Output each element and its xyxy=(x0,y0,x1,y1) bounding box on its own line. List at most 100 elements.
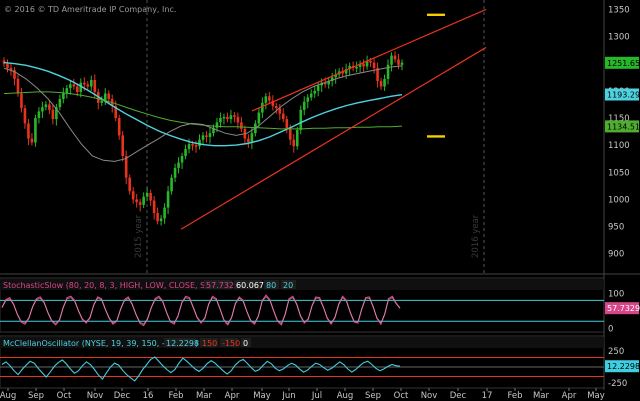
time-tick-label: Sep xyxy=(365,391,381,401)
candle-body xyxy=(313,90,317,94)
time-tick-label: Jun xyxy=(281,391,295,401)
candle-body xyxy=(348,65,351,70)
candle-body xyxy=(37,111,41,118)
candle-body xyxy=(72,84,76,87)
mcclellan-legend-value: 0 xyxy=(243,339,248,348)
candle-body xyxy=(222,116,226,119)
candle-body xyxy=(323,82,327,85)
price-tick-label: 1050 xyxy=(608,168,630,178)
copyright-text: © 2016 © TD Ameritrade IP Company, Inc. xyxy=(4,5,176,14)
price-panel xyxy=(0,0,604,273)
candle-body xyxy=(327,81,330,85)
stochastic-legend-value: 57.7329 xyxy=(206,281,239,290)
candle-body xyxy=(23,108,27,124)
time-tick-label: May xyxy=(587,391,605,401)
candle-body xyxy=(16,78,20,94)
candle-body xyxy=(240,122,243,129)
candle-body xyxy=(131,191,135,200)
candle-body xyxy=(166,191,170,208)
candle-body xyxy=(194,145,198,147)
candle-body xyxy=(369,61,372,63)
time-tick-label: Oct xyxy=(57,391,72,401)
candle-body xyxy=(344,69,348,74)
candle-body xyxy=(215,122,219,128)
candle-body xyxy=(124,156,128,178)
candle-body xyxy=(397,59,400,65)
candle-body xyxy=(355,66,358,69)
stochastic-tick-label: 0 xyxy=(608,324,613,334)
candle-body xyxy=(261,102,264,113)
price-tick-label: 900 xyxy=(608,250,624,260)
candle-body xyxy=(89,80,93,87)
candle-body xyxy=(117,118,121,136)
price-tick-label: 1100 xyxy=(608,141,630,151)
stochastic-k-line xyxy=(1,294,401,327)
candle-body xyxy=(205,135,208,137)
candle-body xyxy=(201,135,205,140)
candle-body xyxy=(107,93,111,99)
candle-body xyxy=(156,213,159,222)
candle-body xyxy=(170,177,173,192)
time-tick-label: Dec xyxy=(450,391,467,401)
candle-body xyxy=(302,101,306,110)
candle-body xyxy=(212,127,215,134)
candle-body xyxy=(86,84,90,87)
candle-body xyxy=(187,144,191,149)
candle-body xyxy=(268,96,271,101)
candle-body xyxy=(58,99,62,108)
price-tick-label: 1000 xyxy=(608,195,630,205)
candle-body xyxy=(6,63,9,69)
time-tick-label: Oct xyxy=(394,391,409,401)
stochastic-lines: 100 0 57.7329 xyxy=(0,289,640,334)
candle-body xyxy=(330,77,334,82)
price-tick-label: 1300 xyxy=(608,33,630,43)
candle-body xyxy=(152,200,156,213)
price-badge xyxy=(605,120,639,133)
candle-body xyxy=(159,218,163,222)
candle-body xyxy=(295,129,299,147)
candle-body xyxy=(100,100,104,103)
moving-average-line xyxy=(3,91,403,130)
candle-body xyxy=(55,107,58,120)
mcclellan-legend-value: 12.2298 xyxy=(166,339,199,348)
stochastic-legend-cell xyxy=(234,280,262,289)
time-tick-label: Jul xyxy=(311,391,322,401)
price-labels: 1251.65 1193.29 1134.51 xyxy=(605,56,640,133)
mcclellan-legend-value: -150 xyxy=(222,339,240,348)
candle-body xyxy=(149,192,152,201)
mcclellan-legend-cell xyxy=(241,338,251,347)
moving-averages xyxy=(3,61,403,162)
time-tick-label: Mar xyxy=(196,391,213,401)
candle-body xyxy=(13,70,16,79)
candle-body xyxy=(191,144,194,146)
candle-body xyxy=(20,93,23,109)
moving-average-line xyxy=(3,61,403,147)
mcclellan-header-bg xyxy=(0,337,604,348)
candle-body xyxy=(34,118,37,143)
candle-body xyxy=(138,202,142,205)
time-axis: Aug Sep Oct Nov Dec 16 Feb Mar Apr May Jun Jul Aug Se… xyxy=(0,388,605,401)
stochastic-header-bg xyxy=(0,279,604,290)
candle-body xyxy=(233,115,236,117)
time-tick-label: Mar xyxy=(533,391,550,401)
candle-body xyxy=(44,104,48,108)
time-tick-label: Aug xyxy=(337,391,354,401)
candle-body xyxy=(62,93,65,99)
candle-body xyxy=(184,148,187,156)
candle-body xyxy=(299,109,303,130)
candle-body xyxy=(264,96,268,103)
price-badge-value: 1134.51 xyxy=(607,122,640,131)
mcclellan-legend-cell xyxy=(164,338,196,347)
time-tick-label: Nov xyxy=(87,391,104,401)
price-tick-label: 1350 xyxy=(608,5,630,15)
stochastic-header: StochasticSlow (80, 20, 8, 3, HIGH, LOW,… xyxy=(0,279,604,290)
candle-body xyxy=(128,177,131,192)
year-mark-2015: 2015 year xyxy=(134,214,144,258)
mcclellan-current-value: 12.2298 xyxy=(607,362,640,371)
price-axis: 13501300125012001150110010501000950900 xyxy=(608,5,630,259)
price-badge xyxy=(605,88,639,101)
moving-average-line xyxy=(3,65,403,162)
stochastic-legend-value: 60.0672 xyxy=(236,281,269,290)
candle-body xyxy=(358,63,362,67)
